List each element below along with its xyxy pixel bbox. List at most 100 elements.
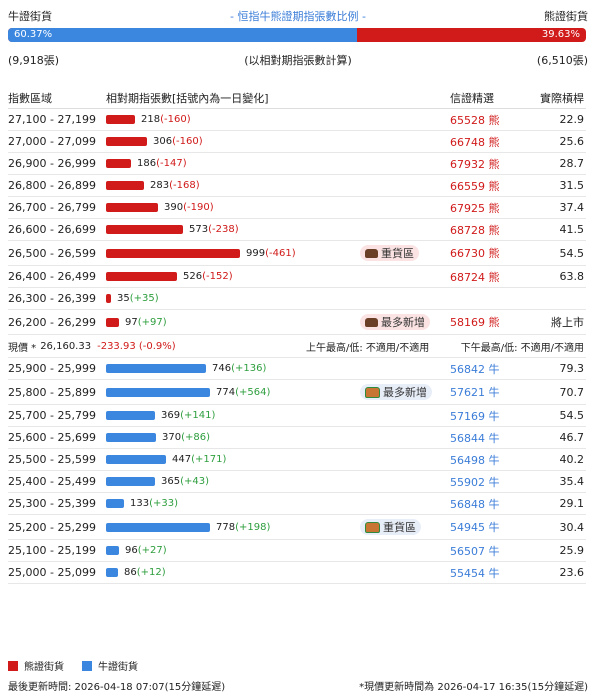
leverage-value: 70.7 [559, 385, 585, 399]
warrant-code-link[interactable]: 66748 熊 [450, 135, 500, 149]
range-label: 25,800 - 25,899 [8, 385, 96, 399]
warrant-code-link[interactable]: 56842 牛 [450, 362, 500, 376]
ratio-title: - 恒指牛熊證期指張數比例 - [230, 10, 366, 23]
contract-count: 96 (+27) [125, 540, 167, 561]
bear-row: 26,900 - 26,999 186 (-147) 67932 熊 28.7 [8, 153, 586, 175]
bear-percent: 39.63% [541, 29, 580, 40]
warrant-code-link[interactable]: 68728 熊 [450, 223, 500, 237]
warrant-code-link[interactable]: 55454 牛 [450, 566, 500, 580]
bear-icon [365, 248, 378, 258]
warrant-code-link[interactable]: 57621 牛 [450, 386, 500, 399]
count-change: (-147) [156, 158, 187, 169]
bull-percent: 60.37% [14, 29, 53, 40]
warrant-code-link[interactable]: 67925 熊 [450, 201, 500, 215]
col-range: 指數區域 [8, 92, 52, 105]
badge-label: 最多新增 [383, 386, 427, 399]
pm-high-low: 下午最高/低: 不適用/不適用 [460, 342, 584, 354]
count-change: (+12) [136, 567, 166, 578]
bull-bar [106, 477, 155, 486]
distribution-table: 27,100 - 27,199 218 (-160) 65528 熊 22.9 27,00… [8, 109, 586, 584]
contract-count: 35 (+35) [117, 288, 159, 309]
bear-icon [365, 317, 378, 327]
bull-count: (9,918張) [8, 54, 60, 67]
bear-row: 26,200 - 26,299 97 (+97) 最多新增 58169 熊 將上市 [8, 310, 586, 335]
count-value: 96 [125, 545, 138, 556]
warrant-code-link[interactable]: 57169 牛 [450, 409, 500, 423]
warrant-code-link[interactable]: 56507 牛 [450, 544, 500, 558]
warrant-code-link[interactable]: 54945 牛 [450, 521, 500, 534]
badge-label: 重貨區 [383, 521, 416, 534]
price-updated: *現價更新時間為 2026-04-17 16:35(15分鐘延遲) [359, 682, 588, 693]
contract-count: 573 (-238) [189, 219, 239, 240]
bull-row: 25,700 - 25,799 369 (+141) 57169 牛 54.5 [8, 405, 586, 427]
range-label: 25,300 - 25,399 [8, 497, 96, 510]
bear-row: 26,300 - 26,399 35 (+35) [8, 288, 586, 310]
warrant-code-link[interactable]: 56848 牛 [450, 497, 500, 511]
bear-row: 26,600 - 26,699 573 (-238) 68728 熊 41.5 [8, 219, 586, 241]
leverage-value: 28.7 [559, 157, 585, 170]
range-label: 25,200 - 25,299 [8, 520, 96, 534]
table-header: 指數區域 相對期指張數[括號內為一日變化] 信證精選 實際槓桿 [8, 88, 586, 109]
ratio-basis: (以相對期指張數計算) [244, 54, 352, 67]
count-value: 86 [124, 567, 137, 578]
contract-count: 133 (+33) [130, 493, 178, 514]
range-label: 25,000 - 25,099 [8, 566, 96, 579]
contract-count: 778 (+198) [216, 515, 270, 539]
count-change: (-152) [202, 271, 233, 282]
count-value: 774 [216, 386, 236, 398]
count-value: 306 [153, 136, 173, 147]
range-label: 25,100 - 25,199 [8, 544, 96, 557]
range-label: 26,200 - 26,299 [8, 315, 96, 329]
leverage-value: 46.7 [559, 431, 585, 444]
contract-count: 526 (-152) [183, 266, 233, 287]
range-label: 25,500 - 25,599 [8, 453, 96, 466]
warrant-code-link[interactable]: 66730 熊 [450, 247, 500, 260]
leverage-value: 63.8 [559, 270, 585, 283]
warrant-code-link[interactable]: 65528 熊 [450, 113, 500, 127]
leverage-value: 29.1 [559, 497, 585, 510]
count-change: (-461) [265, 247, 296, 259]
warrant-code-link[interactable]: 68724 熊 [450, 270, 500, 284]
bear-bar [106, 225, 183, 234]
range-label: 26,300 - 26,399 [8, 292, 96, 305]
price-change: -233.93 (-0.9%) [97, 340, 176, 352]
count-value: 133 [130, 498, 150, 509]
count-change: (+35) [129, 293, 159, 304]
bear-bar [106, 137, 147, 146]
bull-icon [365, 521, 380, 533]
count-value: 447 [172, 454, 192, 465]
bull-bar [106, 387, 210, 397]
warrant-code-link[interactable]: 56498 牛 [450, 453, 500, 467]
bull-row: 25,100 - 25,199 96 (+27) 56507 牛 25.9 [8, 540, 586, 562]
count-change: (+86) [181, 432, 210, 443]
legend-bear-swatch [8, 661, 18, 671]
count-change: (-160) [172, 136, 203, 147]
count-value: 999 [246, 247, 266, 259]
range-label: 25,700 - 25,799 [8, 409, 96, 422]
contract-count: 86 (+12) [124, 562, 166, 583]
contract-count: 97 (+97) [125, 310, 167, 334]
range-label: 25,400 - 25,499 [8, 475, 96, 488]
legend: 熊證街貨 牛證街貨 [8, 658, 138, 673]
col-code: 信證精選 [450, 92, 494, 105]
warrant-code-link[interactable]: 56844 牛 [450, 431, 500, 445]
leverage-value: 將上市 [551, 316, 584, 329]
bear-bar [106, 272, 177, 281]
bear-row: 26,500 - 26,599 999 (-461) 重貨區 66730 熊 54.5 [8, 241, 586, 266]
bull-bar [106, 364, 206, 373]
warrant-code-link[interactable]: 67932 熊 [450, 157, 500, 171]
bull-row: 25,400 - 25,499 365 (+43) 55902 牛 35.4 [8, 471, 586, 493]
bull-row: 25,900 - 25,999 746 (+136) 56842 牛 79.3 [8, 358, 586, 380]
warrant-code-link[interactable]: 66559 熊 [450, 179, 500, 193]
bull-icon [365, 386, 380, 398]
bull-row: 25,200 - 25,299 778 (+198) 重貨區 54945 牛 30.4 [8, 515, 586, 540]
warrant-code-link[interactable]: 58169 熊 [450, 316, 500, 329]
warrant-code-link[interactable]: 55902 牛 [450, 475, 500, 489]
bear-row: 26,400 - 26,499 526 (-152) 68724 熊 63.8 [8, 266, 586, 288]
bull-bar [106, 455, 166, 464]
leverage-value: 40.2 [559, 453, 585, 466]
ratio-title-row: 牛證街貨 - 恒指牛熊證期指張數比例 - 熊證街貨 [8, 8, 588, 24]
badge-bull: 重貨區 [360, 519, 421, 535]
count-value: 526 [183, 271, 203, 282]
bear-label: 熊證街貨 [544, 10, 588, 23]
